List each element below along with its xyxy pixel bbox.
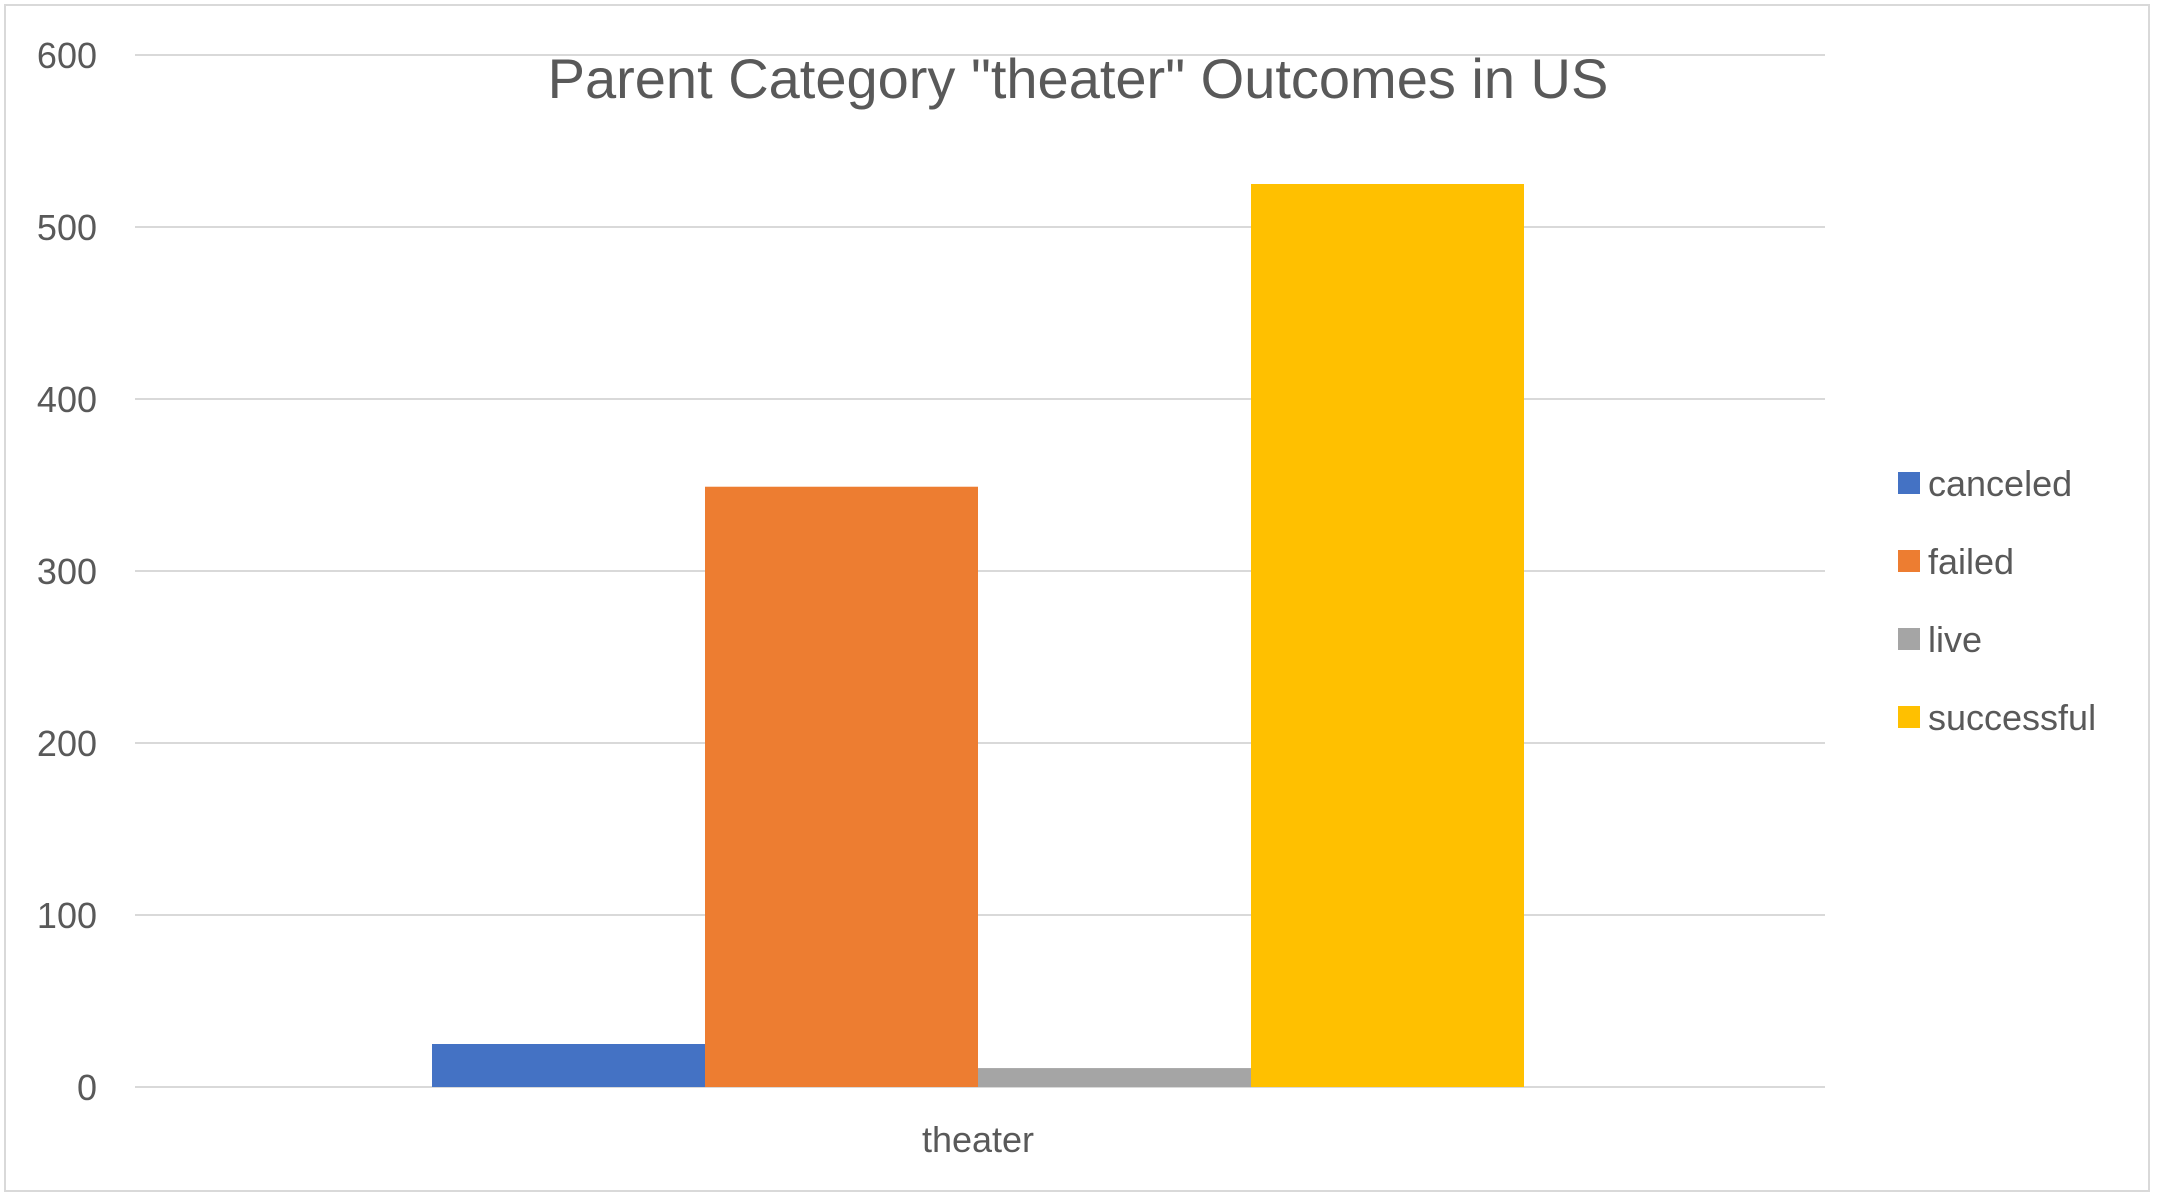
y-tick-label: 400: [37, 379, 97, 420]
legend-swatch-live: [1898, 628, 1920, 650]
bar-successful: [1251, 184, 1524, 1087]
legend-label-live: live: [1928, 619, 1982, 660]
bar-live: [978, 1068, 1251, 1087]
legend: canceled failed live successful: [1898, 463, 2096, 738]
legend-swatch-canceled: [1898, 472, 1920, 494]
bar-failed: [705, 486, 978, 1088]
y-tick-label: 200: [37, 723, 97, 764]
legend-label-canceled: canceled: [1928, 463, 2072, 504]
y-tick-label: 100: [37, 895, 97, 936]
gridlines: [135, 54, 1825, 1088]
y-tick-label: 500: [37, 207, 97, 248]
legend-label-successful: successful: [1928, 697, 2096, 738]
bar-canceled: [432, 1044, 705, 1087]
y-tick-label: 0: [77, 1067, 97, 1108]
chart-frame: [4, 4, 2150, 1192]
legend-swatch-failed: [1898, 550, 1920, 572]
y-tick-label: 600: [37, 35, 97, 76]
y-tick-label: 300: [37, 551, 97, 592]
bars: [432, 184, 1524, 1088]
chart-title: Parent Category "theater" Outcomes in US: [548, 47, 1609, 110]
x-category-label: theater: [922, 1119, 1034, 1160]
x-axis-category-labels: theater: [922, 1119, 1034, 1160]
legend-swatch-successful: [1898, 706, 1920, 728]
y-axis-tick-labels: 0 100 200 300 400 500 600: [37, 35, 97, 1108]
legend-label-failed: failed: [1928, 541, 2014, 582]
